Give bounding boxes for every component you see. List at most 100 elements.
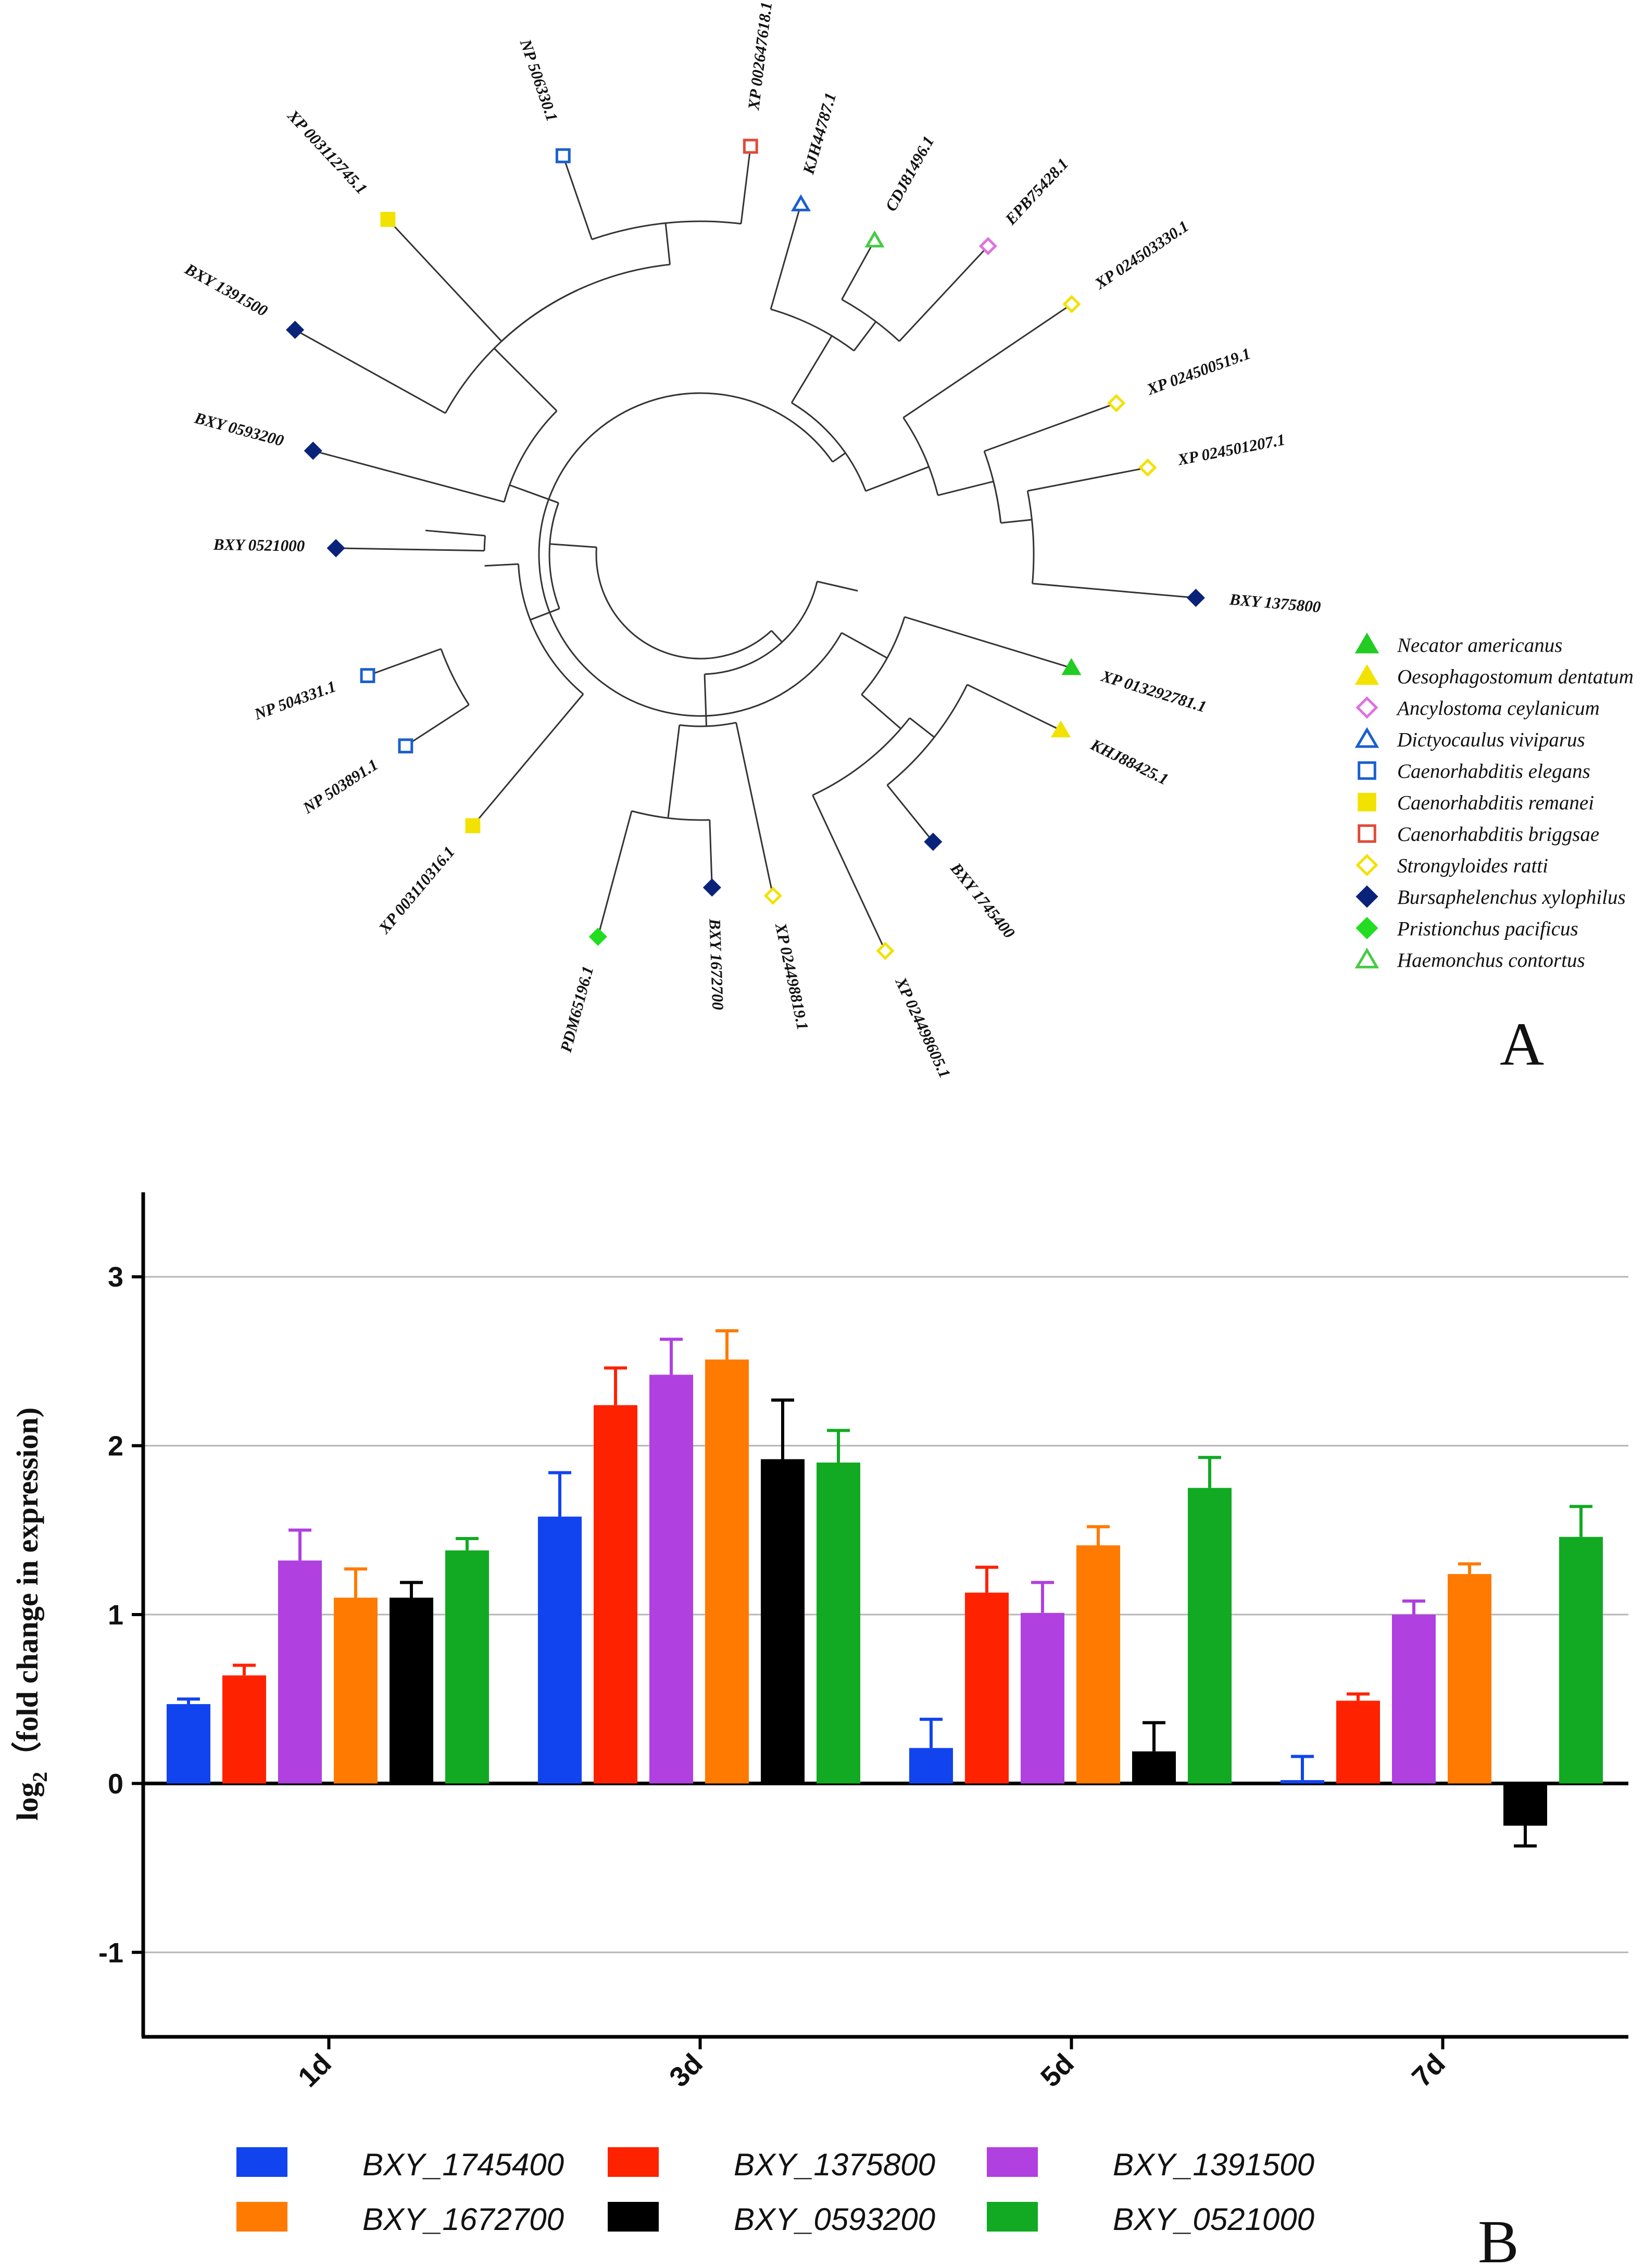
tree-branch [704, 674, 708, 726]
tip-marker-diamond-filled [924, 833, 943, 851]
tree-branch [667, 725, 681, 818]
bar-BXY_1672700-5d [1076, 1545, 1120, 1784]
tip-marker-square-outline [555, 148, 571, 163]
bar-BXY_1391500-5d [1021, 1612, 1064, 1784]
tree-branch-arc [631, 810, 710, 821]
tree-branch [841, 240, 875, 300]
tip-marker-diamond-outline [1138, 458, 1157, 477]
tip-marker-square-filled [465, 818, 481, 834]
tree-branch [937, 481, 994, 496]
legend-species-label: Haemonchus contortus [1397, 949, 1585, 972]
tip-marker-diamond-filled [702, 878, 721, 897]
legend-swatch [987, 2202, 1038, 2232]
legend-marker [1356, 916, 1378, 940]
tip-marker-square-outline [743, 138, 758, 154]
tree-branch-arc [501, 263, 670, 342]
legend-swatch [236, 2202, 287, 2232]
bar-BXY_0521000-1d [445, 1550, 489, 1784]
series-legend: BXY_1745400 BXY_1375800 BXY_1391500 BXY_167… [236, 2147, 1314, 2237]
legend-series-label: BXY_1745400 [362, 2147, 564, 2182]
tip-label: XP 024500519.1 [1144, 344, 1253, 399]
legend-series-label: BXY_1375800 [734, 2147, 935, 2182]
tree-branch [898, 245, 989, 342]
tree-branch [562, 155, 593, 240]
legend-marker [1354, 948, 1379, 968]
tree-branch-arc [538, 392, 843, 717]
y-axis-label: log2（fold change in expression) [10, 1407, 52, 1821]
tree-branch [909, 717, 935, 738]
panel-a-label: A [1500, 1010, 1544, 1078]
legend-marker [1358, 792, 1376, 812]
tree-branch-arc [679, 722, 736, 727]
bar-BXY_1375800-7d [1336, 1700, 1380, 1784]
tree-branch [549, 543, 597, 548]
legend-species-label: Necator americanus [1397, 634, 1562, 657]
tree-branch [405, 704, 470, 747]
bar-BXY_0593200-1d [390, 1597, 433, 1784]
legend-species-label: Pristionchus pacificus [1397, 918, 1578, 940]
tree-branch-arc [595, 547, 772, 660]
bar-BXY_1375800-1d [222, 1675, 266, 1784]
bar-BXY_0521000-3d [817, 1463, 860, 1784]
tree-branch [904, 616, 1072, 669]
tree-branch [312, 450, 505, 503]
legend-swatch [236, 2147, 287, 2177]
y-tick-label: -1 [98, 1937, 123, 1969]
tip-label: BXY 0521000 [213, 535, 305, 555]
bar-BXY_0521000-5d [1188, 1488, 1232, 1784]
tip-label: XP 024501207.1 [1176, 430, 1287, 469]
tree-branch [367, 648, 442, 676]
tree-branch-arc [770, 308, 855, 351]
y-tick-label: 3 [108, 1262, 123, 1293]
legend-series-label: BXY_0593200 [734, 2202, 935, 2237]
y-tick-label: 0 [108, 1768, 123, 1799]
tip-label: NP 504331.1 [252, 677, 338, 723]
tree-branch [841, 632, 888, 659]
legend-species-label: Dictyocaulus viviparus [1397, 729, 1585, 751]
legend-marker [1354, 727, 1379, 748]
tip-marker-triangle-filled [1061, 658, 1082, 675]
tip-marker-diamond-outline [763, 886, 782, 905]
tip-marker-square-outline [398, 738, 413, 754]
legend-swatch [608, 2202, 659, 2232]
tree-branch-arc [983, 451, 1002, 523]
bar-BXY_1391500-7d [1392, 1615, 1436, 1784]
tip-label: EPB75428.1 [1001, 155, 1072, 229]
tip-label: XP 003110316.1 [374, 842, 458, 937]
tip-marker-diamond-filled [304, 442, 322, 460]
tree-branch-arc [812, 717, 911, 796]
bar-BXY_1391500-1d [278, 1560, 322, 1784]
tip-marker-diamond-filled [327, 539, 345, 558]
bar-BXY_1745400-1d [167, 1704, 210, 1784]
tree-branch [735, 722, 774, 896]
tree-branch [790, 335, 833, 404]
bar-BXY_0593200-3d [761, 1459, 805, 1784]
tree-branches [294, 146, 1196, 951]
legend-species-label: Caenorhabditis elegans [1397, 760, 1590, 783]
tip-label: PDM65196.1 [556, 964, 597, 1055]
panel-b-label: B [1478, 2208, 1519, 2268]
bar-BXY_0593200-5d [1132, 1751, 1176, 1784]
tree-branch [597, 811, 633, 937]
x-ticks: 1d 3d 5d 7d [292, 2037, 1451, 2093]
tree-tips: XP 002647618.1NP 506330.1XP 003112745.1B… [182, 1, 1322, 1081]
tip-marker-triangle-filled [1051, 720, 1071, 738]
tree-branch [832, 452, 846, 463]
tip-label: XP 003112745.1 [284, 106, 371, 198]
legend-marker [1356, 696, 1378, 719]
tip-label: XP 002647618.1 [744, 1, 775, 111]
tree-branch [902, 303, 1072, 419]
tree-branch-arc [444, 289, 578, 414]
tree-branch [530, 608, 560, 621]
tree-branch [709, 820, 713, 888]
legend-series-label: BXY_1672700 [362, 2202, 564, 2237]
tree-branch-arc [704, 581, 818, 675]
tree-branch [853, 321, 877, 351]
tree-branch-arc [902, 417, 939, 496]
bar-BXY_0593200-7d [1503, 1783, 1547, 1826]
tree-branch [336, 547, 485, 552]
tip-label: BXY 0593200 [192, 408, 285, 449]
x-tick-label: 5d [1035, 2048, 1080, 2093]
tree-branch [1000, 519, 1032, 524]
